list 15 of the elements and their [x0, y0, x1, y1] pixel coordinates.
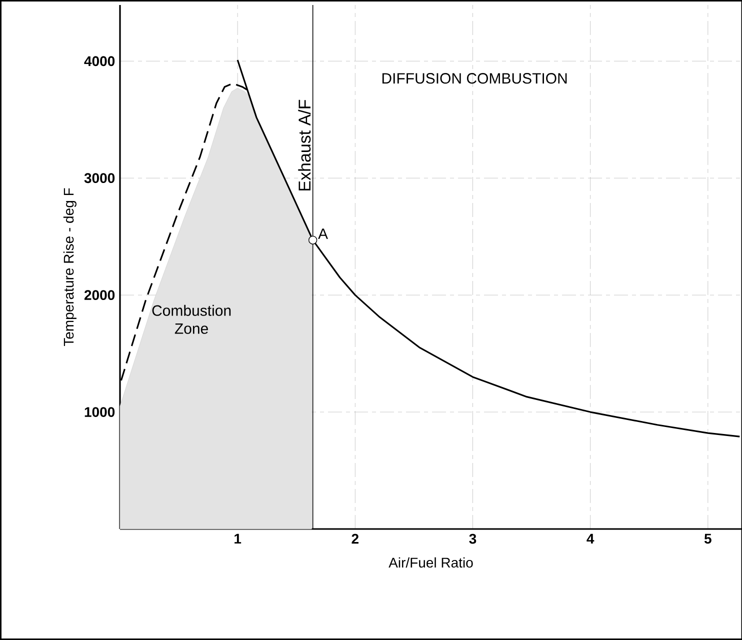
y-tick-label: 4000	[84, 56, 115, 66]
annotation: DIFFUSION COMBUSTION	[382, 73, 567, 84]
annotation: A	[318, 228, 328, 239]
ref-line-label: Exhaust A/F	[298, 100, 311, 190]
x-tick-label: 1	[234, 534, 242, 544]
y-tick-label: 2000	[84, 290, 115, 300]
y-tick-label: 3000	[84, 173, 115, 184]
x-tick-label: 3	[469, 534, 476, 544]
x-tick-label: 4	[586, 534, 594, 544]
y-tick-label: 1000	[84, 407, 115, 417]
annotation: Combustion Zone	[152, 304, 231, 334]
x-tick-label: 5	[704, 534, 712, 544]
y-axis-title: Temperature Rise - deg F	[63, 188, 76, 346]
x-tick-label: 2	[352, 534, 358, 544]
x-axis-title: Air/Fuel Ratio	[388, 557, 473, 568]
